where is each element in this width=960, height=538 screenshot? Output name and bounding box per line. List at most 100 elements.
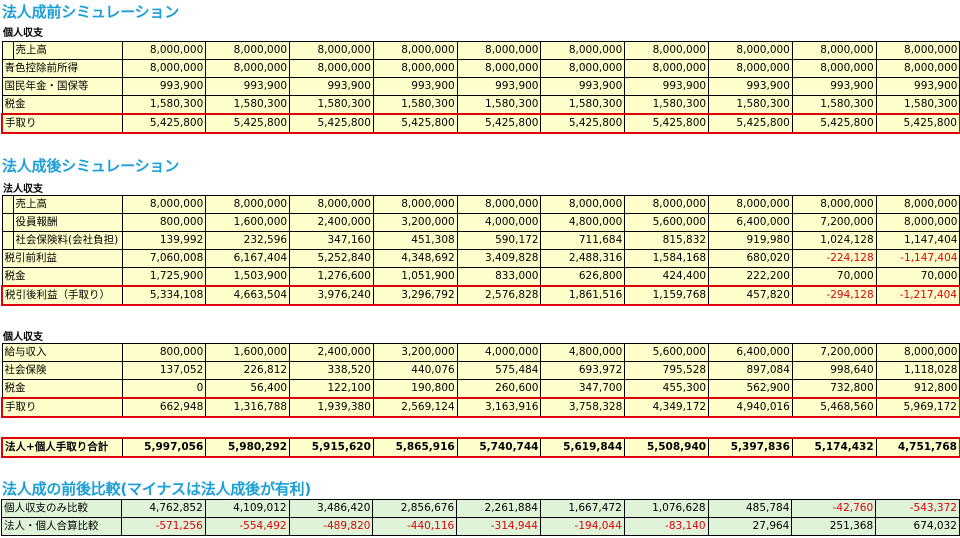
value-cell: 5,252,840: [289, 249, 374, 268]
value-cell: 8,000,000: [289, 195, 374, 214]
value-cell: 457,820: [708, 285, 793, 306]
sec2-subtitle: 法人収支: [3, 184, 43, 195]
value-cell: 4,109,012: [204, 499, 290, 518]
value-cell: 1,580,300: [205, 95, 291, 115]
value-cell: 5,740,744: [456, 437, 542, 458]
value-cell: 8,000,000: [540, 41, 626, 60]
value-cell: 8,000,000: [624, 195, 710, 214]
value-cell: 732,800: [791, 379, 877, 399]
value-cell: 70,000: [791, 267, 877, 287]
value-cell: 5,468,560: [791, 397, 877, 418]
value-cell: 6,400,000: [708, 343, 793, 362]
value-cell: 27,964: [707, 517, 793, 536]
value-cell: -554,492: [204, 517, 290, 536]
value-cell: 1,024,128: [791, 231, 877, 250]
value-cell: 451,308: [372, 231, 458, 250]
value-cell: 1,600,000: [205, 213, 291, 232]
value-cell: 8,000,000: [540, 195, 626, 214]
value-cell: 800,000: [121, 213, 207, 232]
table-comparison: 個人収支のみ比較 4,762,852 4,109,012 3,486,420 2,856…: [1, 499, 960, 536]
value-cell: 8,000,000: [289, 59, 374, 78]
value-cell: 5,969,172: [875, 397, 960, 418]
value-cell: 993,900: [791, 77, 877, 96]
table-row: 個人収支のみ比較 4,762,852 4,109,012 3,486,420 2,856…: [1, 499, 960, 518]
value-cell: 897,084: [708, 361, 793, 380]
value-cell: 626,800: [540, 267, 626, 287]
value-cell: 3,758,328: [540, 397, 626, 418]
value-cell: 4,751,768: [875, 437, 960, 458]
value-cell: -440,116: [372, 517, 458, 536]
value-cell: 795,528: [624, 361, 710, 380]
row-label: 社会保険料(会社負担): [1, 231, 123, 250]
value-cell: 5,915,620: [289, 437, 374, 458]
value-cell: 8,000,000: [875, 213, 960, 232]
value-cell: 8,000,000: [624, 41, 710, 60]
table-row: 売上高 8,000,000 8,000,000 8,000,000 8,000,000 8…: [1, 41, 960, 60]
value-cell: 440,076: [372, 361, 458, 380]
value-cell: 232,596: [205, 231, 291, 250]
table-personal: 給与収入 800,000 1,600,000 2,400,000 3,200,000 4,…: [1, 343, 960, 418]
value-cell: 8,000,000: [875, 343, 960, 362]
value-cell: 8,000,000: [624, 59, 710, 78]
table-row: 国民年金・国保等 993,900 993,900 993,900 993,900 993,…: [1, 77, 960, 96]
value-cell: 3,486,420: [288, 499, 374, 518]
value-cell: 4,800,000: [540, 343, 626, 362]
value-cell: 4,762,852: [121, 499, 206, 518]
value-cell: -83,140: [623, 517, 709, 536]
sec2-title: 法人成後シミュレーション: [2, 157, 180, 175]
value-cell: 8,000,000: [540, 59, 626, 78]
value-cell: 222,200: [708, 267, 793, 287]
value-cell: 4,800,000: [540, 213, 626, 232]
row-label: 売上高: [1, 41, 123, 60]
value-cell: 693,972: [540, 361, 626, 380]
value-cell: 912,800: [875, 379, 960, 399]
value-cell: 226,812: [205, 361, 291, 380]
value-cell: 6,167,404: [205, 249, 291, 268]
value-cell: 575,484: [456, 361, 542, 380]
value-cell: -1,147,404: [875, 249, 960, 268]
row-label: 税金: [1, 379, 123, 399]
table-total: 法人+個人手取り合計 5,997,056 5,980,292 5,915,620 5,8…: [1, 437, 960, 458]
sec5-title: 法人成の前後比較(マイナスは法人成後が有利): [2, 480, 312, 498]
value-cell: 1,159,768: [624, 285, 710, 306]
value-cell: 5,425,800: [372, 113, 458, 134]
value-cell: 5,425,800: [456, 113, 542, 134]
table-row: 給与収入 800,000 1,600,000 2,400,000 3,200,000 4,…: [1, 343, 960, 362]
value-cell: 0: [121, 379, 207, 399]
value-cell: 5,600,000: [624, 343, 710, 362]
value-cell: 1,076,628: [623, 499, 709, 518]
row-label: 手取り: [1, 113, 123, 134]
value-cell: 993,900: [456, 77, 542, 96]
row-label: 税金: [1, 95, 123, 115]
value-cell: 347,160: [289, 231, 374, 250]
value-cell: 8,000,000: [205, 59, 291, 78]
value-cell: 833,000: [456, 267, 542, 287]
row-label: 役員報酬: [1, 213, 123, 232]
value-cell: 8,000,000: [875, 41, 960, 60]
table-row: 手取り 662,948 1,316,788 1,939,380 2,569,124 3,1…: [1, 397, 960, 418]
value-cell: 1,580,300: [708, 95, 793, 115]
value-cell: -42,760: [791, 499, 877, 518]
row-label: 青色控除前所得: [1, 59, 123, 78]
value-cell: 8,000,000: [791, 59, 877, 78]
value-cell: 1,503,900: [205, 267, 291, 287]
value-cell: 8,000,000: [456, 195, 542, 214]
value-cell: 7,200,000: [791, 213, 877, 232]
row-label: 法人+個人手取り合計: [1, 437, 123, 458]
value-cell: 5,600,000: [624, 213, 710, 232]
row-label: 税金: [1, 267, 123, 287]
value-cell: 993,900: [708, 77, 793, 96]
table-row: 法人・個人合算比較 -571,256 -554,492 -489,820 -440,11…: [1, 517, 960, 536]
value-cell: 1,276,600: [289, 267, 374, 287]
value-cell: 8,000,000: [456, 59, 542, 78]
value-cell: 4,349,172: [624, 397, 710, 418]
value-cell: 485,784: [707, 499, 793, 518]
value-cell: 4,348,692: [372, 249, 458, 268]
row-label-text: 売上高: [12, 196, 122, 213]
value-cell: 4,000,000: [456, 213, 542, 232]
row-label: 手取り: [1, 397, 123, 418]
value-cell: 711,684: [540, 231, 626, 250]
value-cell: 998,640: [791, 361, 877, 380]
value-cell: 251,368: [791, 517, 877, 536]
table-row: 社会保険料(会社負担) 139,992 232,596 347,160 451,308 5…: [1, 231, 960, 250]
